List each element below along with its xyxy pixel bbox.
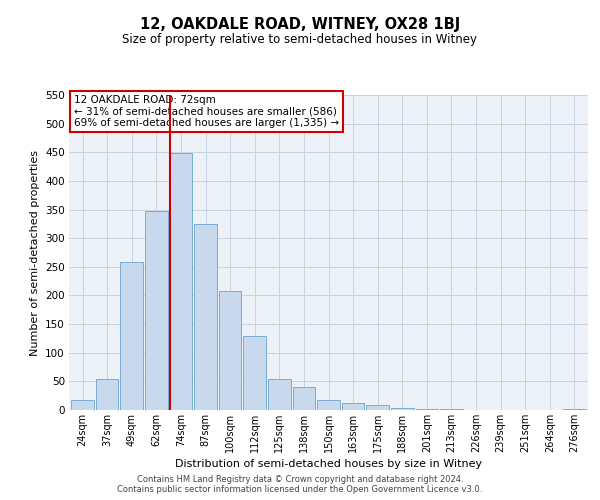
Bar — [317, 400, 340, 410]
Bar — [71, 400, 94, 410]
Text: Size of property relative to semi-detached houses in Witney: Size of property relative to semi-detach… — [122, 32, 478, 46]
Text: 12, OAKDALE ROAD, WITNEY, OX28 1BJ: 12, OAKDALE ROAD, WITNEY, OX28 1BJ — [140, 18, 460, 32]
X-axis label: Distribution of semi-detached houses by size in Witney: Distribution of semi-detached houses by … — [175, 459, 482, 469]
Text: Contains HM Land Registry data © Crown copyright and database right 2024.: Contains HM Land Registry data © Crown c… — [137, 475, 463, 484]
Text: Contains public sector information licensed under the Open Government Licence v3: Contains public sector information licen… — [118, 485, 482, 494]
Bar — [416, 409, 438, 410]
Bar — [342, 402, 364, 410]
Bar — [170, 154, 192, 410]
Y-axis label: Number of semi-detached properties: Number of semi-detached properties — [29, 150, 40, 356]
Bar — [121, 262, 143, 410]
Bar — [219, 292, 241, 410]
Bar — [145, 212, 167, 410]
Bar — [268, 378, 290, 410]
Bar — [293, 386, 315, 410]
Bar — [194, 224, 217, 410]
Bar — [367, 406, 389, 410]
Bar — [391, 408, 413, 410]
Bar — [244, 336, 266, 410]
Text: 12 OAKDALE ROAD: 72sqm
← 31% of semi-detached houses are smaller (586)
69% of se: 12 OAKDALE ROAD: 72sqm ← 31% of semi-det… — [74, 95, 340, 128]
Bar — [96, 378, 118, 410]
